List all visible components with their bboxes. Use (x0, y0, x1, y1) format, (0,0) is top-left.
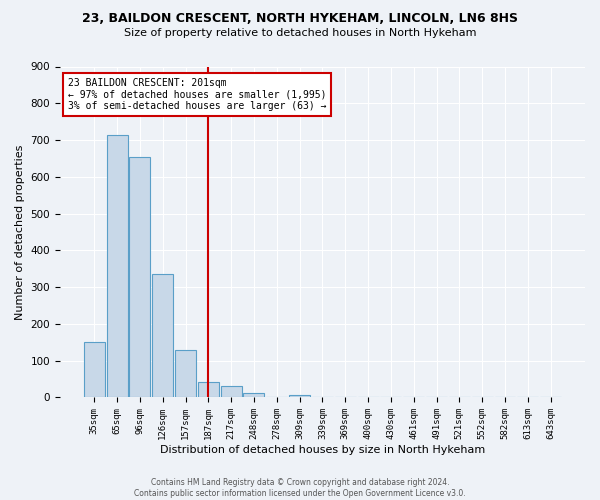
Bar (198, 382, 219, 398)
Bar (289, 394, 310, 398)
Text: Size of property relative to detached houses in North Hykeham: Size of property relative to detached ho… (124, 28, 476, 38)
Y-axis label: Number of detached properties: Number of detached properties (15, 144, 25, 320)
Text: Contains HM Land Registry data © Crown copyright and database right 2024.
Contai: Contains HM Land Registry data © Crown c… (134, 478, 466, 498)
Bar (84, 342, 105, 398)
Bar (130, 156, 151, 398)
Bar (152, 274, 173, 398)
Text: 23, BAILDON CRESCENT, NORTH HYKEHAM, LINCOLN, LN6 8HS: 23, BAILDON CRESCENT, NORTH HYKEHAM, LIN… (82, 12, 518, 26)
Bar (107, 134, 128, 398)
Bar (244, 393, 265, 398)
Bar (221, 386, 242, 398)
X-axis label: Distribution of detached houses by size in North Hykeham: Distribution of detached houses by size … (160, 445, 485, 455)
Bar (175, 350, 196, 398)
Text: 23 BAILDON CRESCENT: 201sqm
← 97% of detached houses are smaller (1,995)
3% of s: 23 BAILDON CRESCENT: 201sqm ← 97% of det… (68, 78, 326, 112)
